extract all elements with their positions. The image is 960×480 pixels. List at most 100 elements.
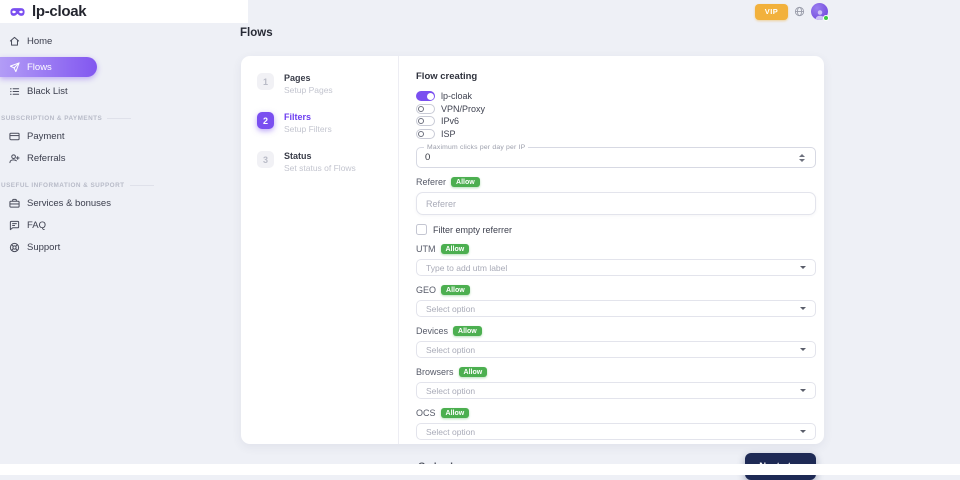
sidebar-item-support[interactable]: Support: [0, 237, 240, 258]
chevron-down-icon: [800, 348, 806, 351]
sidebar-item-faq[interactable]: FAQ: [0, 215, 240, 236]
home-icon: [9, 36, 20, 47]
devices-allow-badge[interactable]: Allow: [453, 326, 482, 336]
stepper-down-icon[interactable]: [799, 158, 805, 162]
step-subtitle: Setup Filters: [284, 124, 332, 134]
max-clicks-input[interactable]: Maximum clicks per day per IP 0: [416, 144, 816, 168]
toggle-vpn-proxy[interactable]: VPN/Proxy: [416, 103, 816, 116]
page-title: Flows: [240, 27, 273, 39]
toggle-switch-on[interactable]: [416, 91, 435, 102]
sidebar-item-referrals[interactable]: Referrals: [0, 148, 240, 169]
toggle-group: lp-cloak VPN/Proxy IPv6 ISP: [416, 90, 816, 140]
number-stepper[interactable]: [797, 152, 807, 164]
sidebar-item-label: FAQ: [27, 220, 47, 231]
checkbox[interactable]: [416, 224, 427, 235]
sidebar-item-flows[interactable]: Flows: [0, 57, 97, 77]
vip-button[interactable]: VIP: [755, 3, 788, 20]
utm-allow-badge[interactable]: Allow: [440, 244, 470, 254]
briefcase-icon: [9, 198, 20, 209]
geo-placeholder: Select option: [426, 303, 476, 314]
toggle-label: VPN/Proxy: [441, 103, 486, 114]
geo-label: GEO: [416, 285, 437, 295]
lp-cloak-mask-logo-icon: [9, 6, 26, 18]
step-filters[interactable]: 2 Filters Setup Filters: [257, 112, 398, 134]
lifebuoy-icon: [9, 242, 20, 253]
sidebar-section-label: Subscription & payments: [1, 115, 103, 122]
step-subtitle: Set status of Flows: [284, 163, 356, 173]
geo-select[interactable]: Select option: [416, 300, 816, 317]
devices-select[interactable]: Select option: [416, 341, 816, 358]
devices-label: Devices: [416, 326, 449, 336]
referer-placeholder: Referer: [426, 198, 457, 209]
step-number: 1: [257, 73, 274, 90]
sidebar-section-label: Useful information & support: [1, 182, 125, 189]
step-title: Pages: [284, 73, 311, 83]
sidebar-item-home[interactable]: Home: [0, 31, 240, 52]
referer-allow-badge[interactable]: Allow: [451, 177, 480, 187]
credit-card-icon: [9, 131, 20, 142]
ocs-select[interactable]: Select option: [416, 423, 816, 440]
ocs-label-row: OCS Allow: [416, 408, 816, 418]
toggle-lp-cloak[interactable]: lp-cloak: [416, 90, 816, 103]
utm-input[interactable]: Type to add utm label: [416, 259, 816, 276]
user-avatar[interactable]: [811, 3, 829, 21]
bottom-strip: [0, 464, 960, 475]
sidebar-item-services-bonuses[interactable]: Services & bonuses: [0, 193, 240, 214]
sidebar-item-payment[interactable]: Payment: [0, 126, 240, 147]
devices-label-row: Devices Allow: [416, 326, 816, 336]
max-clicks-value: 0: [425, 152, 431, 163]
browsers-label: Browsers: [416, 367, 454, 377]
stepper-up-icon[interactable]: [799, 153, 805, 157]
toggle-switch-off[interactable]: [416, 103, 435, 114]
utm-label: UTM: [416, 244, 436, 254]
chevron-down-icon: [800, 389, 806, 392]
step-title: Filters: [284, 112, 312, 122]
sidebar-item-label: Services & bonuses: [27, 198, 111, 209]
checkbox-label: Filter empty referrer: [433, 224, 513, 235]
flow-creating-card: 1 Pages Setup Pages 2 Filters Setup Filt…: [241, 56, 824, 480]
sidebar-item-label: Support: [27, 242, 61, 253]
steps-panel: 1 Pages Setup Pages 2 Filters Setup Filt…: [241, 56, 399, 444]
browsers-select[interactable]: Select option: [416, 382, 816, 399]
filter-empty-referrer-checkbox-row[interactable]: Filter empty referrer: [416, 224, 816, 235]
browsers-allow-badge[interactable]: Allow: [458, 367, 488, 377]
utm-placeholder: Type to add utm label: [426, 262, 508, 273]
toggle-ipv6[interactable]: IPv6: [416, 115, 816, 128]
brand-header: lp-cloak: [0, 0, 248, 23]
sidebar-item-label: Payment: [27, 131, 65, 142]
form-title: Flow creating: [416, 71, 478, 82]
browsers-label-row: Browsers Allow: [416, 367, 816, 377]
chevron-down-icon: [800, 307, 806, 310]
referer-input[interactable]: Referer: [416, 192, 816, 215]
toggle-switch-off[interactable]: [416, 128, 435, 139]
toggle-label: ISP: [441, 128, 456, 139]
ocs-label: OCS: [416, 408, 436, 418]
step-number: 2: [257, 112, 274, 129]
browsers-placeholder: Select option: [426, 385, 476, 396]
step-pages[interactable]: 1 Pages Setup Pages: [257, 73, 398, 95]
flow-creating-form: Flow creating lp-cloak VPN/Proxy IPv6 IS…: [399, 56, 824, 480]
section-divider: [129, 185, 154, 186]
toggle-label: lp-cloak: [441, 91, 473, 102]
geo-allow-badge[interactable]: Allow: [441, 285, 470, 295]
online-status-dot: [823, 15, 829, 21]
language-globe-icon[interactable]: [794, 6, 805, 17]
toggle-switch-off[interactable]: [416, 116, 435, 127]
ocs-allow-badge[interactable]: Allow: [440, 408, 470, 418]
geo-label-row: GEO Allow: [416, 285, 816, 295]
sidebar: Home Flows Black List Subscription & pay…: [0, 23, 240, 258]
sidebar-section-subscription: Subscription & payments: [1, 115, 240, 122]
ocs-placeholder: Select option: [426, 426, 476, 437]
toggle-isp[interactable]: ISP: [416, 128, 816, 141]
section-divider: [107, 118, 132, 119]
step-status[interactable]: 3 Status Set status of Flows: [257, 151, 398, 173]
chevron-down-icon: [800, 430, 806, 433]
topbar-actions: VIP: [755, 0, 829, 23]
list-icon: [9, 86, 20, 97]
brand-name: lp-cloak: [32, 3, 87, 20]
sidebar-item-black-list[interactable]: Black List: [0, 81, 240, 102]
referer-label-row: Referer Allow: [416, 177, 816, 187]
chevron-down-icon: [800, 266, 806, 269]
max-clicks-label: Maximum clicks per day per IP: [424, 144, 529, 151]
toggle-label: IPv6: [441, 116, 460, 127]
